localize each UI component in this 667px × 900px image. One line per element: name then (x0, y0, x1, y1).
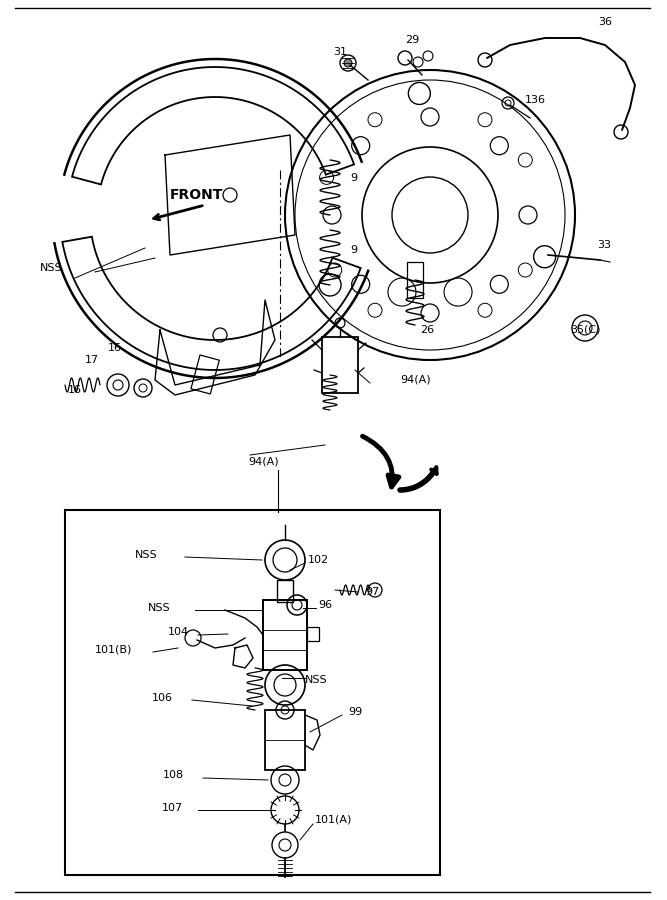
Text: 29: 29 (405, 35, 420, 45)
Text: 33: 33 (597, 240, 611, 250)
Text: 106: 106 (152, 693, 173, 703)
Bar (263, 600, 307, 670)
Text: 99: 99 (348, 707, 362, 717)
Text: NSS: NSS (148, 603, 171, 613)
Bar (277, 580, 293, 602)
Text: 36: 36 (598, 17, 612, 27)
Text: 97: 97 (365, 587, 380, 597)
Bar (322, 337, 358, 393)
Text: NSS: NSS (135, 550, 157, 560)
Text: 35(C): 35(C) (570, 325, 600, 335)
Text: 26: 26 (420, 325, 434, 335)
Text: 102: 102 (308, 555, 329, 565)
Text: 17: 17 (85, 355, 99, 365)
Text: FRONT: FRONT (170, 188, 223, 202)
Bar (307, 627, 319, 641)
Text: 104: 104 (168, 627, 189, 637)
Text: 101(B): 101(B) (95, 645, 132, 655)
Circle shape (344, 59, 352, 67)
Bar (65, 510, 440, 875)
Bar (407, 262, 423, 298)
Text: 96: 96 (318, 600, 332, 610)
Text: 16: 16 (108, 343, 122, 353)
Text: 94(A): 94(A) (400, 375, 431, 385)
Bar (191, 355, 219, 394)
Text: NSS: NSS (305, 675, 327, 685)
Text: 16: 16 (68, 385, 82, 395)
Text: 108: 108 (163, 770, 184, 780)
Text: 9: 9 (350, 173, 357, 183)
Text: 94(A): 94(A) (248, 457, 279, 467)
Text: 31: 31 (333, 47, 347, 57)
Text: 9: 9 (350, 245, 357, 255)
Bar (265, 710, 305, 770)
Text: 101(A): 101(A) (315, 815, 352, 825)
Text: 107: 107 (162, 803, 183, 813)
Text: 136: 136 (525, 95, 546, 105)
Text: NSS: NSS (40, 263, 63, 273)
